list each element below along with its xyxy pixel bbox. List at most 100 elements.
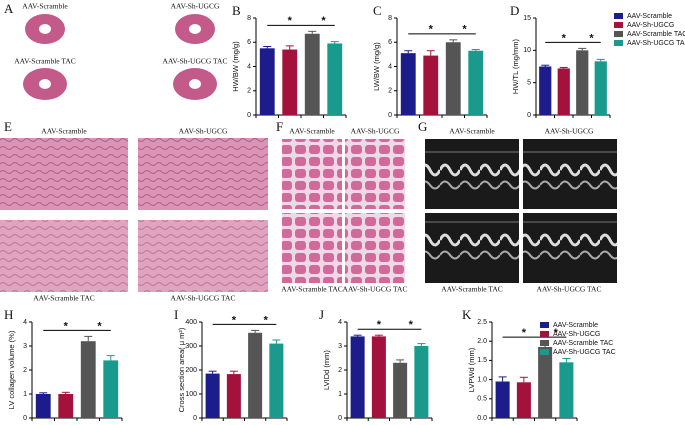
- legend-swatch: [540, 349, 549, 355]
- y-axis-label: HW/TL (mg/mm): [511, 38, 520, 94]
- y-tick-label: 6: [388, 39, 392, 46]
- bar: [304, 33, 320, 116]
- y-tick-label: 3: [338, 343, 342, 350]
- significance-star: *: [462, 24, 467, 36]
- bar: [576, 50, 589, 116]
- bar: [350, 336, 365, 418]
- significance-star: *: [64, 320, 69, 332]
- image-label: AAV-Scramble: [449, 127, 495, 136]
- panel-letter: H: [4, 307, 13, 322]
- panel-letter: F: [276, 119, 283, 134]
- significance-star: *: [522, 327, 527, 339]
- y-tick-label: 0: [338, 415, 342, 422]
- panel-letter: B: [232, 3, 241, 18]
- legend-label: AAV-Sh-UGCG: [627, 22, 674, 29]
- y-tick-label: 6: [247, 39, 251, 46]
- bar: [445, 42, 461, 115]
- bar: [468, 50, 484, 115]
- bar: [495, 381, 510, 418]
- y-axis-label: HW/BW (mg/g): [231, 41, 240, 92]
- image-label: AAV-Sh-UGCG TAC: [163, 57, 228, 66]
- y-axis-label: Cross section area( μ m²): [177, 327, 186, 412]
- y-tick-label: 100: [185, 391, 197, 398]
- y-tick-label: 2.0: [477, 338, 487, 345]
- image-label: AAV-Scramble TAC: [33, 294, 95, 303]
- y-tick-label: 8: [388, 15, 392, 22]
- bar: [269, 343, 284, 418]
- image-label: AAV-Scramble TAC: [441, 285, 503, 294]
- panel-letter: G: [418, 119, 427, 134]
- y-tick-label: 0: [527, 112, 531, 119]
- y-tick-label: 2.5: [477, 319, 487, 326]
- significance-star: *: [562, 32, 567, 44]
- y-tick-label: 0.5: [477, 396, 487, 403]
- y-tick-label: 1.0: [477, 376, 487, 383]
- bar: [327, 43, 343, 115]
- y-tick-label: 2: [23, 367, 27, 374]
- legend-label: AAV-Sh-UGCG: [553, 331, 600, 338]
- panel-letter: D: [510, 3, 519, 18]
- panel-letter: C: [373, 3, 382, 18]
- image-label: AAV-Scramble: [289, 127, 335, 136]
- y-tick-label: 1: [23, 391, 27, 398]
- y-tick-label: 0: [193, 415, 197, 422]
- panel-letter: I: [174, 307, 178, 322]
- legend-label: AAV-Sh-UGCG TAC: [627, 40, 685, 47]
- echo-images: [425, 139, 617, 283]
- histology-images: [0, 138, 268, 292]
- y-tick-label: 2: [247, 88, 251, 95]
- bar: [248, 332, 263, 418]
- significance-star: *: [288, 15, 293, 27]
- significance-star: *: [321, 15, 326, 27]
- image-label: AAV-Scramble: [22, 2, 68, 11]
- y-axis-label: LV collagen volume (%): [7, 330, 16, 409]
- image-label: AAV-Scramble: [41, 127, 87, 136]
- legend-label: AAV-Sh-UGCG TAC: [553, 349, 616, 356]
- legend-swatch: [614, 31, 623, 37]
- y-tick-label: 400: [185, 319, 197, 326]
- y-tick-label: 300: [185, 343, 197, 350]
- image-label: AAV-Scramble TAC: [14, 57, 76, 66]
- legend-label: AAV-Scramble TAC: [627, 31, 685, 38]
- image-label: AAV-Sh-UGCG: [179, 127, 228, 136]
- legend-swatch: [614, 40, 623, 46]
- bar: [371, 336, 386, 418]
- y-tick-label: 5: [527, 80, 531, 87]
- y-tick-label: 15: [523, 15, 531, 22]
- legend-swatch: [540, 340, 549, 346]
- panel-letter: A: [4, 1, 14, 16]
- bar: [423, 55, 439, 115]
- y-axis-label: LW/BW (mg/g): [372, 42, 381, 91]
- y-tick-label: 2: [388, 88, 392, 95]
- bar: [80, 341, 96, 418]
- image-label: AAV-Sh-UGCG TAC: [537, 285, 602, 294]
- image-label: AAV-Sh-UGCG: [351, 127, 400, 136]
- bar: [35, 394, 51, 418]
- significance-star: *: [232, 314, 237, 326]
- y-tick-label: 4: [388, 63, 392, 70]
- image-label: AAV-Sh-UGCG TAC: [171, 294, 236, 303]
- y-tick-label: 0: [388, 112, 392, 119]
- image-label: AAV-Sh-UGCG: [545, 127, 594, 136]
- heart-images: [23, 14, 217, 100]
- bar: [594, 61, 607, 115]
- legend-swatch: [540, 331, 549, 337]
- bar: [226, 374, 241, 418]
- panel-letter: K: [462, 307, 472, 322]
- image-label: AAV-Scramble TAC: [281, 285, 343, 294]
- image-label: AAV-Sh-UGCG TAC: [343, 285, 408, 294]
- y-tick-label: 0: [247, 112, 251, 119]
- legend-swatch: [614, 13, 623, 19]
- y-tick-label: 10: [523, 47, 531, 54]
- cell-images: [282, 139, 405, 283]
- significance-star: *: [377, 319, 382, 331]
- image-label: AAV-Sh-UGCG: [171, 2, 220, 11]
- y-tick-label: 2: [338, 367, 342, 374]
- y-tick-label: 1: [338, 391, 342, 398]
- bar: [103, 360, 119, 418]
- significance-star: *: [409, 319, 414, 331]
- y-axis-label: LVPWd (mm): [467, 347, 476, 392]
- significance-star: *: [589, 32, 594, 44]
- bar: [282, 49, 298, 115]
